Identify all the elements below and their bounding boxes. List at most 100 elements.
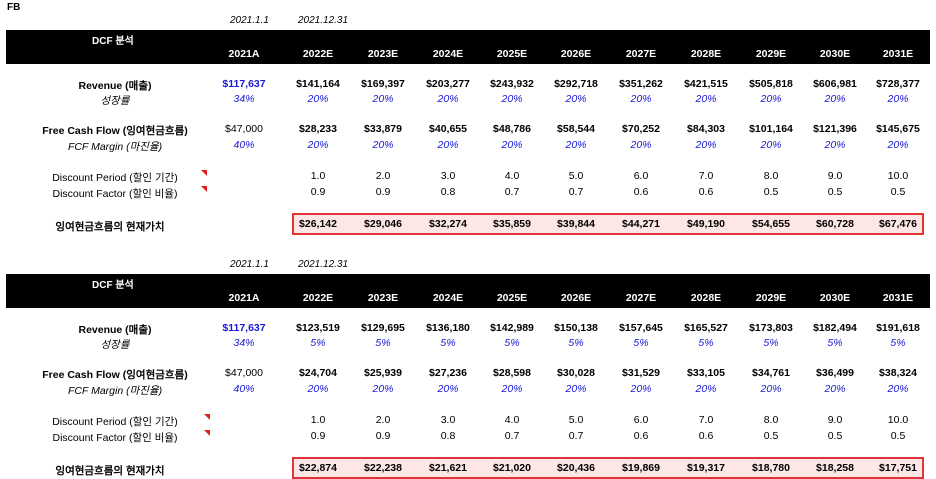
fcf-value: $70,252 (622, 123, 660, 135)
year-header: 2021A (228, 48, 260, 60)
growth-value: 5% (440, 337, 456, 349)
fcf-margin-label: FCF Margin (마진율) (67, 385, 163, 397)
year-header: 2026E (560, 48, 592, 60)
pv-value: $35,859 (493, 218, 531, 230)
year-header: 2027E (625, 48, 657, 60)
discount-period-value: 4.0 (504, 170, 520, 182)
fcf-margin-value: 20% (887, 383, 909, 395)
discount-period-row: Discount Period (할인 기간) 1.0 2.0 3.0 4.0 5.0 6.… (0, 414, 936, 428)
pv-value: $44,271 (622, 218, 660, 230)
discount-period-value: 3.0 (440, 414, 456, 426)
growth-value: 20% (437, 93, 459, 105)
year-header: 2024E (432, 292, 464, 304)
fcf-margin-value: 20% (307, 139, 329, 151)
table-title: DCF 분석 (92, 36, 134, 47)
year-header: 2030E (819, 292, 851, 304)
pv-value: $20,436 (557, 462, 595, 474)
discount-factor-value: 0.9 (310, 186, 326, 198)
discount-factor-value: 0.5 (827, 430, 843, 442)
discount-period-flag (204, 414, 210, 420)
fcf-margin-value: 20% (630, 383, 652, 395)
discount-period-value: 10.0 (887, 414, 909, 426)
discount-period-value: 1.0 (310, 170, 326, 182)
growth-value: 5% (763, 337, 779, 349)
year-header: 2022E (302, 292, 334, 304)
year-header: 2021A (228, 292, 260, 304)
year-header: 2025E (496, 48, 528, 60)
revenue-label: Revenue (매출) (78, 324, 152, 336)
discount-factor-value: 0.9 (375, 186, 391, 198)
discount-factor-label: Discount Factor (할인 비율) (52, 432, 178, 444)
revenue-value: $505,818 (749, 78, 793, 90)
fcf-value: $38,324 (879, 367, 917, 379)
revenue-value: $173,803 (749, 322, 793, 334)
revenue-value: $136,180 (426, 322, 470, 334)
date-start: 2021.1.1 (230, 15, 269, 26)
revenue-value: $165,527 (684, 322, 728, 334)
fcf-value: $28,598 (493, 367, 531, 379)
date-end: 2021.12.31 (298, 259, 349, 270)
discount-factor-value: 0.7 (504, 186, 520, 198)
discount-factor-value: 0.7 (568, 186, 584, 198)
fcf-value: $48,786 (493, 123, 531, 135)
growth-value: 5% (375, 337, 391, 349)
year-header: 2031E (882, 48, 914, 60)
revenue-value: $351,262 (619, 78, 663, 90)
fcf-margin-value: 20% (307, 383, 329, 395)
year-header: 2031E (882, 292, 914, 304)
growth-value: 20% (824, 93, 846, 105)
discount-factor-value: 0.6 (698, 186, 714, 198)
growth-label: 성장률 (100, 95, 130, 107)
fcf-value: $145,675 (876, 123, 920, 135)
revenue-value: $141,164 (296, 78, 340, 90)
discount-factor-value: 0.7 (504, 430, 520, 442)
discount-period-value: 4.0 (504, 414, 520, 426)
discount-period-value: 7.0 (698, 170, 714, 182)
discount-factor-value: 0.9 (310, 430, 326, 442)
revenue-value: $142,989 (490, 322, 534, 334)
discount-period-label: Discount Period (할인 기간) (52, 172, 178, 184)
discount-period-value: 2.0 (375, 170, 391, 182)
growth-value: 20% (565, 93, 587, 105)
fcf-margin-value: 20% (372, 383, 394, 395)
fcf-value: $30,028 (557, 367, 595, 379)
fcf-margin-row: FCF Margin (마진율) 40% 20% 20% 20% 20% 20% 20% 20%… (0, 383, 936, 397)
discount-factor-flag (204, 430, 210, 436)
revenue-value: $243,932 (490, 78, 534, 90)
pv-value: $22,874 (299, 462, 337, 474)
growth-value: 5% (310, 337, 326, 349)
pv-value: $29,046 (364, 218, 402, 230)
fcf-margin-row: FCF Margin (마진율) 40% 20% 20% 20% 20% 20% 20% 20%… (0, 139, 936, 153)
revenue-value: $421,515 (684, 78, 728, 90)
discount-factor-value: 0.7 (568, 430, 584, 442)
pv-value: $17,751 (879, 462, 917, 474)
growth-value: 20% (501, 93, 523, 105)
year-header: 2022E (302, 48, 334, 60)
fcf-margin-value: 20% (824, 139, 846, 151)
revenue-value: $123,519 (296, 322, 340, 334)
growth-value: 20% (695, 93, 717, 105)
growth-value: 34% (233, 337, 255, 349)
discount-period-value: 5.0 (568, 170, 584, 182)
pv-value: $18,258 (816, 462, 854, 474)
pv-value: $49,190 (687, 218, 725, 230)
pv-value: $19,317 (687, 462, 725, 474)
discount-factor-value: 0.5 (763, 430, 779, 442)
fcf-value: $47,000 (225, 123, 263, 135)
fcf-row: Free Cash Flow (잉여현금흐름) $47,000 $24,704 $25… (0, 367, 936, 381)
growth-value: 20% (307, 93, 329, 105)
discount-factor-row: Discount Factor (할인 비율) 0.9 0.9 0.8 0.7 0.7 0.… (0, 186, 936, 200)
discount-period-label: Discount Period (할인 기간) (52, 416, 178, 428)
growth-row: 성장률 34% 5% 5% 5% 5% 5% 5% 5% 5% 5% 5% (0, 337, 936, 351)
discount-factor-value: 0.6 (698, 430, 714, 442)
fcf-value: $33,105 (687, 367, 725, 379)
revenue-value: $150,138 (554, 322, 598, 334)
fcf-margin-value: 20% (501, 383, 523, 395)
fcf-margin-value: 20% (887, 139, 909, 151)
fcf-margin-value: 20% (437, 383, 459, 395)
fcf-value: $33,879 (364, 123, 402, 135)
fcf-margin-value: 20% (565, 383, 587, 395)
revenue-row: Revenue (매출) $117,637 $141,164 $169,397 $203… (0, 78, 936, 92)
pv-value: $21,621 (429, 462, 467, 474)
year-header: 2024E (432, 48, 464, 60)
